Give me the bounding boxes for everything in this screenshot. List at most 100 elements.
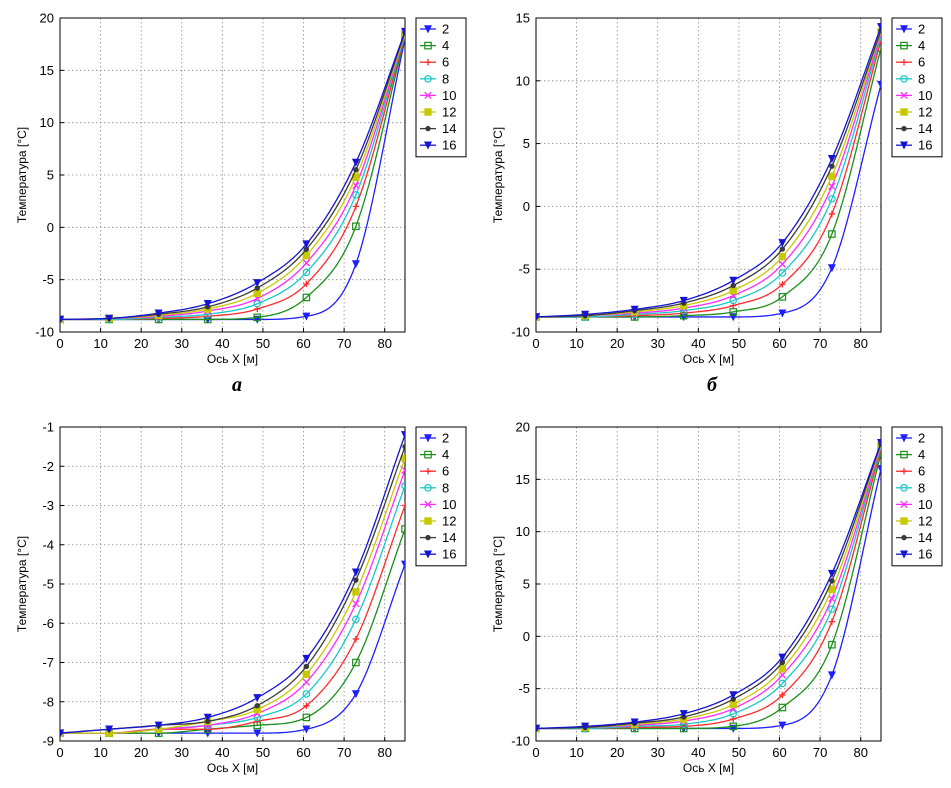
data-point-4	[729, 722, 738, 731]
series-line-16	[60, 434, 405, 734]
legend-marker-12	[900, 108, 908, 116]
data-point-10	[401, 466, 405, 474]
data-point-14	[779, 246, 786, 252]
x-tick-label: 30	[175, 336, 189, 351]
legend-box	[415, 17, 467, 158]
x-tick-label: 40	[215, 745, 229, 760]
data-point-16	[876, 23, 881, 32]
x-tick-label: 80	[853, 745, 867, 760]
x-tick-label: 0	[532, 336, 539, 351]
data-point-12	[352, 588, 360, 596]
x-tick-label: 0	[532, 745, 539, 760]
legend-marker-14	[425, 534, 431, 541]
x-tick-label: 50	[256, 336, 270, 351]
data-point-2	[351, 260, 360, 269]
data-point-16	[351, 568, 360, 577]
data-point-6	[828, 210, 836, 218]
x-tick-label: 40	[691, 745, 705, 760]
data-point-14	[353, 577, 359, 583]
y-tick-label: -10	[511, 734, 530, 749]
x-tick-label: 30	[651, 336, 665, 351]
data-point-8	[778, 679, 787, 688]
legend-marker-8	[424, 483, 432, 492]
series-line-8	[536, 446, 881, 730]
y-tick-label: -5	[518, 681, 530, 696]
data-point-16	[105, 725, 114, 734]
y-tick-label: -5	[42, 577, 54, 592]
data-point-8	[729, 296, 738, 305]
y-tick-label: -1	[42, 420, 54, 435]
legend-box	[891, 17, 943, 158]
data-point-2	[351, 690, 360, 699]
data-point-6	[352, 635, 360, 643]
x-tick-label: 50	[732, 336, 746, 351]
data-point-16	[778, 239, 787, 248]
data-point-16	[581, 722, 590, 731]
data-point-4	[401, 525, 405, 533]
data-point-12	[828, 172, 836, 180]
data-point-16	[203, 300, 212, 309]
data-point-16	[729, 276, 738, 285]
data-point-4	[778, 293, 787, 301]
series-line-14	[536, 443, 881, 730]
axes-frame	[535, 17, 882, 333]
data-point-2	[253, 729, 262, 738]
data-point-6	[779, 691, 786, 699]
series-line-8	[536, 36, 881, 318]
series-16	[60, 431, 405, 738]
x-tick-label: 70	[813, 745, 827, 760]
data-point-8	[828, 605, 836, 613]
legend-marker-16	[899, 141, 909, 150]
series-line-16	[536, 26, 881, 318]
legend-marker-16	[899, 550, 909, 559]
data-point-8	[352, 191, 360, 199]
x-tick-label: 20	[610, 336, 624, 351]
data-point-16	[105, 314, 114, 323]
legend-marker-10	[900, 500, 908, 509]
y-tick-label: -7	[42, 655, 54, 670]
data-point-8	[253, 299, 262, 308]
legend-marker-2	[423, 25, 433, 34]
data-point-4	[828, 640, 836, 649]
chart-3: 0 10 20 30 40 50 60 70 80 -9 -8 -7 -6 -5 -4 -3 -2 -1 Ось X…	[15, 420, 467, 775]
series-line-16	[60, 31, 405, 321]
x-tick-label: 20	[610, 745, 624, 760]
data-point-12	[778, 252, 787, 261]
data-point-16	[302, 654, 311, 663]
legend-box	[415, 426, 467, 567]
data-point-12	[778, 665, 787, 673]
y-axis-label: Температура [°C]	[491, 127, 505, 223]
data-point-6	[828, 618, 836, 625]
legend-label-8: 8	[918, 480, 925, 495]
data-point-16	[203, 713, 212, 722]
legend-label-6: 6	[442, 464, 449, 479]
series-16	[60, 27, 405, 324]
legend-label-2: 2	[918, 431, 925, 446]
data-point-6	[303, 280, 310, 288]
y-tick-label: 15	[516, 472, 530, 487]
data-point-2	[400, 560, 405, 569]
series-line-16	[536, 442, 881, 730]
legend-label-6: 6	[442, 55, 449, 70]
data-point-12	[729, 700, 737, 709]
data-point-6	[352, 203, 360, 210]
legend-label-4: 4	[442, 447, 449, 462]
x-tick-label: 80	[377, 336, 391, 351]
legend-label-10: 10	[918, 88, 932, 103]
data-point-12	[302, 670, 311, 678]
y-tick-label: 0	[523, 629, 530, 644]
x-axis-label: Ось X [м]	[683, 352, 734, 366]
legend-marker-16	[423, 550, 433, 559]
data-point-2	[876, 465, 881, 474]
legend-marker-8	[900, 483, 908, 492]
data-point-12	[253, 289, 261, 297]
y-axis-label: Температура [°C]	[15, 536, 29, 632]
legend-label-2: 2	[442, 431, 449, 446]
data-point-2	[302, 312, 311, 321]
data-point-16	[253, 279, 262, 288]
y-axis-label: Температура [°C]	[491, 536, 505, 632]
x-tick-label: 40	[691, 336, 705, 351]
legend-marker-8	[900, 75, 908, 83]
